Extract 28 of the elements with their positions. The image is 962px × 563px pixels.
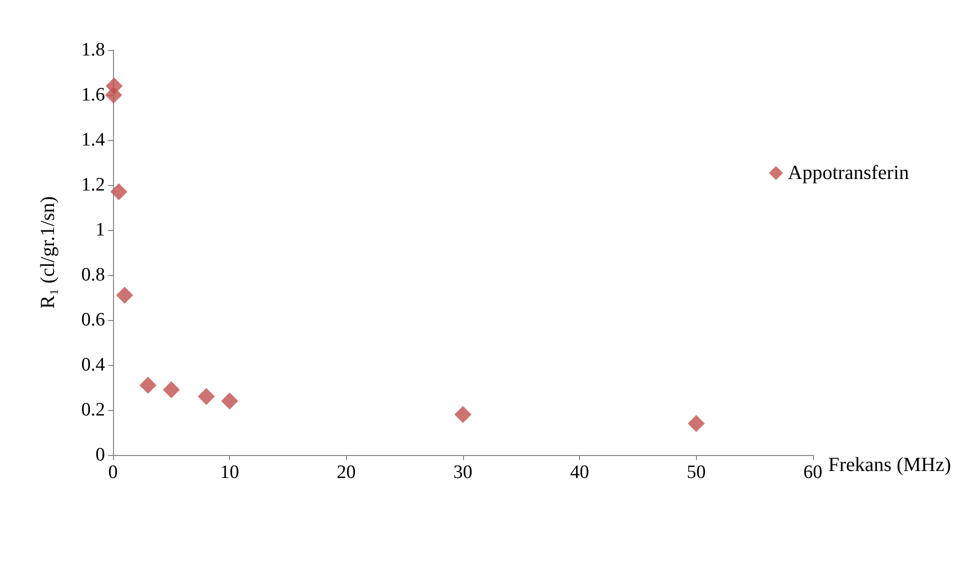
y-tick-label: 1.2 xyxy=(81,174,105,196)
x-axis-title: Frekans (MHz) xyxy=(828,454,951,476)
point xyxy=(105,86,122,104)
point xyxy=(110,183,128,200)
legend-label: Appotransferin xyxy=(788,162,910,184)
point xyxy=(198,388,215,405)
x-tick-label: 40 xyxy=(570,462,590,483)
y-axis-title: R₁ (cl/gr.1/sn) xyxy=(37,196,59,309)
y-tick-label: 0.4 xyxy=(81,354,106,376)
y-tick-label: 0.2 xyxy=(81,400,105,420)
y-tick-label: 1 xyxy=(96,220,105,240)
point xyxy=(221,392,238,410)
y-tick-label: 0 xyxy=(96,444,105,466)
point xyxy=(454,406,472,423)
x-tick-label: 30 xyxy=(453,462,472,483)
y-tick-label: 0.8 xyxy=(81,264,105,286)
y-tick-label: 0.6 xyxy=(81,310,105,330)
x-tick-label: 20 xyxy=(336,462,356,483)
y-tick-label: 1.6 xyxy=(81,84,105,106)
point xyxy=(116,286,134,304)
point xyxy=(162,381,180,398)
point xyxy=(688,415,705,432)
x-tick-label: 10 xyxy=(220,462,240,483)
y-tick-label: 1.8 xyxy=(81,40,105,60)
x-tick-label: 60 xyxy=(803,462,822,483)
x-tick-label: 50 xyxy=(686,462,706,483)
y-tick-label: 1.4 xyxy=(81,130,106,150)
point xyxy=(139,376,156,394)
